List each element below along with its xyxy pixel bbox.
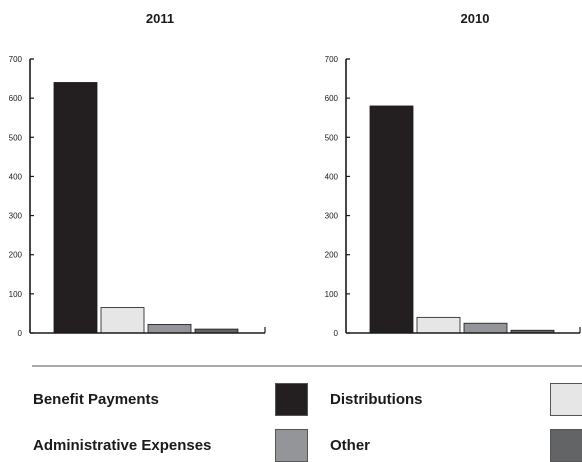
legend-swatch-distributions [550,383,582,416]
y-tick-label: 700 [9,55,23,64]
bar-administrative-expenses [147,323,192,334]
chart-title: 2010 [461,11,490,26]
y-tick-label: 400 [9,172,23,181]
y-tick-label: 300 [325,212,339,221]
y-tick-label: 300 [9,212,23,221]
chart-2010: 2010 0 100 200 300 400 500 600 700 [325,11,581,338]
y-tick-label: 200 [325,251,339,260]
y-tick-label: 0 [18,329,23,338]
legend-label-other: Other [330,437,371,454]
y-tick-label: 0 [334,329,339,338]
bar-distributions [416,316,461,334]
y-tick-label: 700 [325,55,339,64]
legend-label-distributions: Distributions [330,391,423,408]
legend-swatch-other [550,429,582,462]
y-tick-label: 100 [325,290,339,299]
bar-administrative-expenses [463,322,508,334]
legend-swatch-benefit-payments [275,383,308,416]
bar-benefit-payments [53,82,98,334]
bar-distributions [100,307,145,334]
y-tick-label: 100 [9,290,23,299]
legend-label-benefit-payments: Benefit Payments [33,391,159,408]
y-tick-label: 400 [325,172,339,181]
y-tick-label: 200 [9,251,23,260]
chart-title: 2011 [146,11,174,26]
y-tick-label: 600 [325,94,339,103]
legend-label-administrative-expenses: Administrative Expenses [33,437,212,454]
y-tick-label: 500 [9,133,23,142]
bar-benefit-payments [369,105,414,334]
y-tick-label: 500 [325,133,339,142]
legend-swatch-administrative-expenses [275,429,308,462]
chart-2011: 2011 0 100 200 300 400 500 600 700 [9,11,266,338]
y-tick-label: 600 [9,94,23,103]
